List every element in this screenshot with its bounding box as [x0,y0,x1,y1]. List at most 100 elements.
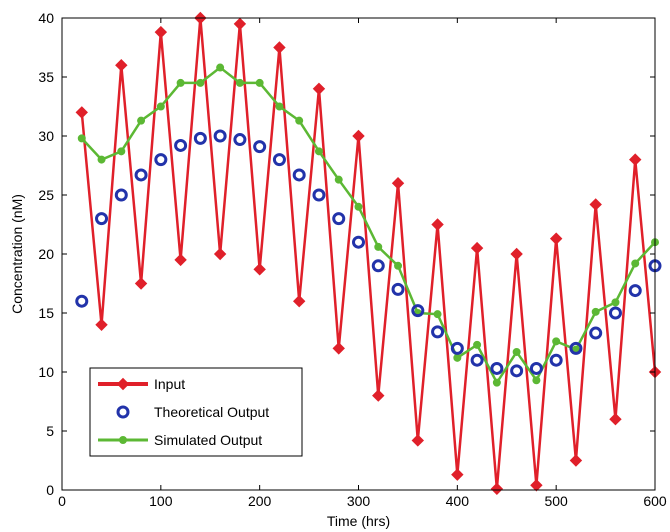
simulated-output-point [235,78,244,87]
theoretical-output-point [174,138,188,152]
theoretical-output-point [114,188,128,202]
simulated-output-point [334,175,343,184]
legend-item-theoretical-output: Theoretical Output [116,404,269,420]
y-tick-label: 40 [38,10,54,26]
theoretical-output-point [253,140,267,154]
simulated-output-point [394,261,403,270]
y-tick-label: 25 [38,187,54,203]
input-point [411,434,425,447]
theoretical-output-point [352,235,365,249]
theoretical-output-point [450,341,464,355]
theoretical-output-point [371,259,385,273]
simulated-output-point [314,147,323,156]
simulated-output-point [611,298,620,307]
input-line [80,17,657,489]
legend-marker [116,405,130,419]
ticks-layer: 0 100 200 300 400 500 600 0 5 10 15 20 25 30 35 40 [38,10,666,509]
simulated-output-point [275,102,284,111]
input-point [451,468,464,481]
theoretical-output-point [154,153,168,167]
input-point [470,241,484,255]
theoretical-output-point [549,353,563,367]
series-simulated-output [77,63,659,387]
input-point [174,253,187,267]
input-point [273,41,286,54]
theoretical-output-point [292,168,306,182]
legend-label: Input [154,376,185,392]
input-point [75,106,88,119]
input-point [609,412,622,426]
input-point [530,479,543,492]
simulated-output-point [433,310,442,319]
simulated-output-point [492,378,501,387]
input-point [510,247,523,261]
input-point [154,25,168,39]
input-point [312,82,326,96]
simulated-output-point [473,340,482,349]
theoretical-output-point [529,361,543,375]
y-tick-label: 35 [38,69,54,85]
theoretical-output-point [510,364,524,378]
simulated-output-point [631,259,640,268]
simulated-output-point [97,155,106,164]
legend-label: Theoretical Output [154,404,269,420]
input-point [253,263,266,276]
legend-item-simulated-output: Simulated Output [98,432,262,448]
legend-marker [116,377,130,391]
y-tick-label: 10 [38,364,54,380]
legend-items: Input Theoretical Output Simulated Output [98,376,269,448]
theoretical-output-point [95,212,109,226]
simulated-output-point [453,353,462,362]
simulated-output-point [354,202,363,211]
input-point [372,389,385,402]
simulated-output-point [255,78,264,87]
input-point [490,482,504,496]
y-tick-label: 0 [46,482,54,498]
simulated-output-point [137,116,146,125]
y-tick-label: 15 [38,305,54,321]
theoretical-output-point [134,168,148,182]
simulated-output-point [295,116,304,125]
input-point [391,176,405,190]
input-point [431,218,444,231]
x-tick-label: 200 [248,493,272,509]
input-point [95,318,108,332]
theoretical-output-point [490,361,504,375]
simulated-output-point [512,347,521,356]
theoretical-output-point [470,353,484,367]
legend-marker [119,436,127,444]
simulated-output-point [156,102,165,111]
theoretical-output-point [569,341,583,355]
simulated-output-point [216,63,225,72]
simulated-output-point [77,134,86,143]
theoretical-output-point [391,282,405,296]
x-axis-label: Time (hrs) [327,513,390,529]
input-point [332,342,345,355]
series-input [75,11,662,496]
x-tick-label: 100 [149,493,173,509]
theoretical-output-point [233,133,247,147]
theoretical-output-point [312,188,326,202]
legend-item-input: Input [98,376,185,392]
x-tick-label: 300 [347,493,371,509]
simulated-output-point [196,78,205,87]
series-theoretical-output [75,129,662,378]
x-tick-label: 0 [58,493,66,509]
theoretical-output-point [589,326,603,340]
x-tick-label: 500 [544,493,568,509]
input-point [352,129,365,143]
y-tick-label: 20 [38,246,54,262]
x-tick-label: 600 [643,493,667,509]
simulated-output-point [532,376,541,385]
simulated-output-point [117,147,126,156]
y-tick-label: 5 [46,423,54,439]
theoretical-output-point [608,306,622,320]
theoretical-output-point [411,304,425,318]
theoretical-output-point [431,325,445,339]
input-point [233,17,247,31]
input-point [629,153,642,166]
simulated-output-point [374,242,383,251]
y-axis-label: Concentration (nM) [9,194,25,314]
input-point [134,277,148,290]
